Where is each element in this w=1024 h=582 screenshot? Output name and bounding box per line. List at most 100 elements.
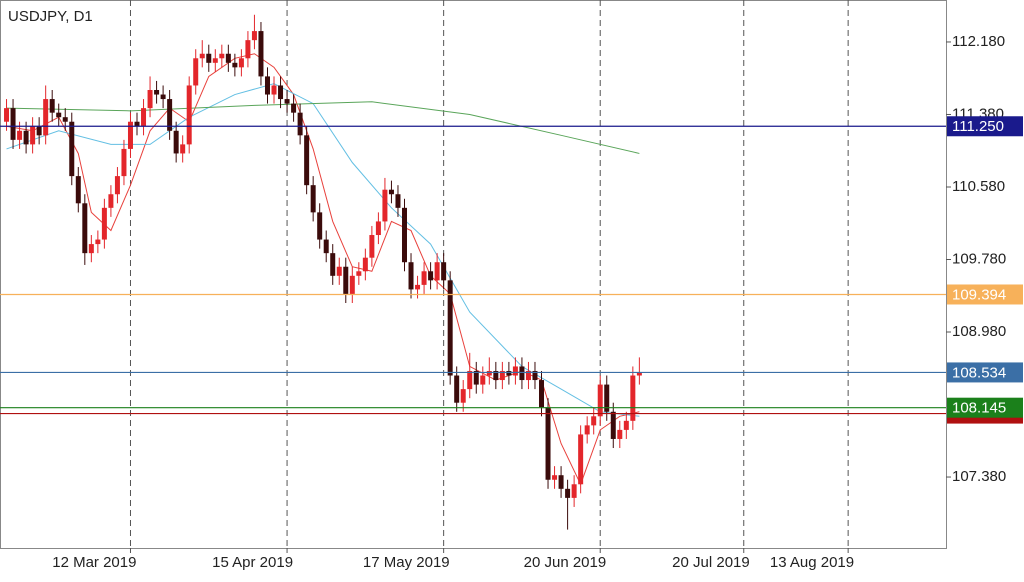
candle-body [519, 366, 525, 381]
candle-body [525, 370, 531, 381]
candle-body [532, 370, 538, 381]
candle-body [310, 185, 316, 213]
candle-body [62, 117, 68, 122]
candle-body [271, 85, 277, 95]
candle-body [180, 144, 186, 154]
candle-body [584, 425, 590, 435]
plot-frame [0, 0, 947, 549]
candle-body [539, 380, 545, 408]
candle-body [297, 112, 303, 136]
candle-body [206, 53, 212, 63]
candle-body [460, 389, 466, 403]
candle-body [623, 420, 629, 430]
candle-body [591, 416, 597, 426]
candle-body [264, 76, 270, 95]
candle-body [408, 262, 414, 290]
candle-body [95, 239, 101, 245]
x-tick-label: 20 Jun 2019 [524, 554, 607, 571]
candle-body [486, 370, 492, 376]
x-tick-label: 17 May 2019 [363, 554, 450, 571]
candle-body [304, 135, 310, 186]
candle-body [284, 99, 290, 104]
candle-body [349, 275, 355, 294]
candle-body [160, 94, 166, 100]
candle-body [415, 284, 421, 290]
candle-body [127, 121, 133, 149]
candle-body [467, 370, 473, 390]
y-tick-label: 109.780 [952, 250, 1006, 267]
candle-body [114, 176, 120, 195]
candle-body [219, 53, 225, 59]
candle-body [232, 62, 238, 68]
chart-title: USDJPY, D1 [8, 8, 93, 25]
candle-body [336, 266, 342, 276]
level-label: 108.534 [952, 364, 1006, 381]
y-tick-label: 112.180 [952, 33, 1005, 50]
candle-body [454, 375, 460, 403]
candle-body [17, 130, 23, 140]
candle-body [480, 375, 486, 385]
candle-body [636, 372, 642, 376]
candle-body [49, 99, 55, 113]
candle-body [610, 411, 616, 439]
candle-body [512, 366, 518, 376]
candle-body [212, 58, 218, 63]
candle-body [4, 108, 10, 122]
level-label: 111.250 [952, 118, 1004, 135]
candle-body [323, 239, 329, 254]
candle-body [617, 429, 623, 439]
candle-body [565, 488, 571, 498]
level-label-box [947, 362, 1023, 383]
candle-body [428, 271, 434, 281]
candle-body [330, 253, 336, 276]
candle-body [493, 370, 499, 381]
candle-body [545, 407, 551, 480]
candle-body [82, 203, 88, 254]
candle-body [30, 126, 36, 145]
candle-body [278, 85, 284, 100]
indicator-line [6, 53, 640, 486]
level-label-box [947, 397, 1023, 418]
candle-body [388, 189, 394, 195]
candle-body [56, 112, 62, 118]
candle-body [317, 212, 323, 240]
candle-body [245, 40, 251, 59]
candle-body [421, 271, 427, 285]
x-tick-label: 12 Mar 2019 [52, 554, 136, 571]
candle-body [473, 370, 479, 385]
candle-body [258, 31, 264, 77]
candle-body [238, 58, 244, 68]
candle-body [225, 53, 231, 63]
level-label: 109.394 [952, 286, 1006, 303]
level-label-box [947, 116, 1023, 137]
candle-body [23, 130, 29, 145]
level-label: 108.145 [952, 400, 1006, 417]
candle-body [121, 148, 127, 177]
candle-body [571, 484, 577, 498]
y-tick-label: 107.380 [952, 468, 1006, 485]
candle-body [291, 103, 297, 113]
candle-body [395, 194, 401, 208]
candle-body [186, 85, 192, 145]
candle-body [193, 58, 199, 86]
indicator-line [6, 101, 640, 154]
candle-body [447, 280, 453, 376]
candle-body [251, 31, 257, 41]
x-tick-label: 20 Jul 2019 [672, 554, 750, 571]
candle-body [499, 370, 505, 381]
candle-body [401, 207, 407, 263]
candle-body [43, 99, 49, 136]
candle-body [88, 244, 94, 254]
candle-body [362, 257, 368, 272]
candle-body [434, 262, 440, 281]
candle-body [101, 207, 107, 240]
candle-body [69, 121, 75, 177]
candle-body [375, 221, 381, 236]
candle-body [356, 271, 362, 276]
candle-body [154, 90, 160, 95]
candle-body [108, 194, 114, 208]
candle-body [147, 90, 153, 109]
candle-body [506, 370, 512, 376]
candle-body [552, 475, 558, 480]
